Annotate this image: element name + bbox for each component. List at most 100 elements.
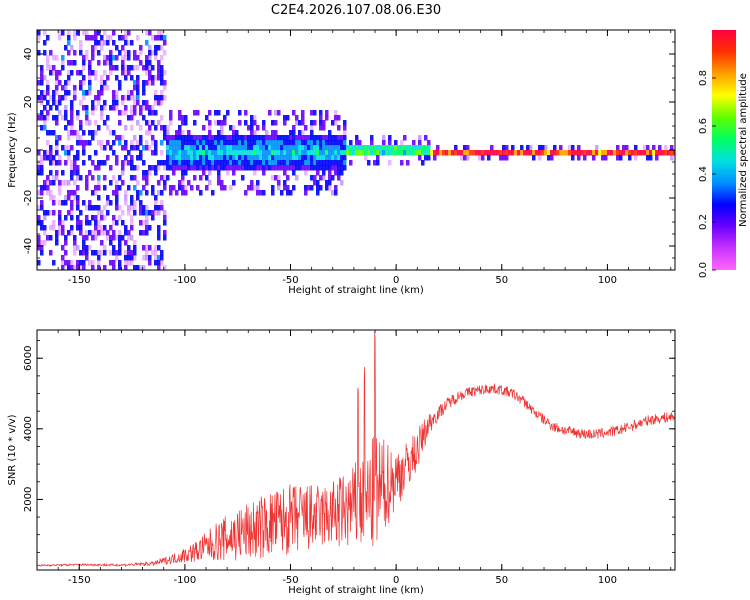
spectrogram-cell bbox=[103, 60, 107, 66]
spectrogram-cell bbox=[328, 155, 332, 161]
spectrogram-cell bbox=[136, 80, 140, 86]
spectrogram-cell bbox=[229, 185, 233, 191]
spectrogram-cell bbox=[235, 135, 239, 141]
spectrogram-cell bbox=[64, 195, 68, 201]
spectrogram-cell bbox=[160, 55, 164, 61]
spectrogram-cell bbox=[40, 190, 44, 196]
spectrogram-cell bbox=[157, 165, 161, 171]
spectrogram-cell bbox=[55, 75, 59, 81]
spectrogram-cell bbox=[298, 155, 302, 161]
spectrogram-cell bbox=[388, 135, 392, 141]
spectrogram-cell bbox=[259, 140, 263, 146]
spectrogram-cell bbox=[145, 105, 149, 111]
spectrogram-cell bbox=[379, 150, 383, 156]
snr-y-label: SNR (10 * v/v) bbox=[7, 414, 18, 485]
spectrogram-cell bbox=[67, 120, 71, 126]
spectrogram-cell bbox=[157, 35, 161, 41]
spectrogram-cell bbox=[313, 145, 317, 151]
spectrogram-cell bbox=[88, 60, 92, 66]
spectrogram-cell bbox=[382, 145, 386, 151]
spectrogram-cell bbox=[109, 70, 113, 76]
spectrogram-cell bbox=[274, 155, 278, 161]
spectrogram-cell bbox=[112, 140, 116, 146]
spectrogram-cell bbox=[112, 30, 116, 36]
spectrogram-cell bbox=[262, 190, 266, 196]
spectrogram-cell bbox=[172, 185, 176, 191]
spectrogram-cell bbox=[313, 150, 317, 156]
spectrogram-cell bbox=[289, 190, 293, 196]
spectrogram-cell bbox=[313, 135, 317, 141]
spectrogram-cell bbox=[157, 120, 161, 126]
spectrogram-cell bbox=[154, 250, 158, 256]
spectrogram-cell bbox=[115, 100, 119, 106]
spectrogram-cell bbox=[340, 145, 344, 151]
spectrogram-cell bbox=[163, 80, 167, 86]
spectrogram-cell bbox=[628, 155, 632, 161]
spectrogram-cell bbox=[421, 145, 425, 151]
spectrogram-cell bbox=[334, 115, 338, 121]
spectrogram-cell bbox=[670, 150, 674, 156]
spectrogram-cell bbox=[304, 155, 308, 161]
spectrogram-cell bbox=[133, 240, 137, 246]
spectrogram-cell bbox=[463, 155, 467, 161]
spectrogram-cell bbox=[418, 135, 422, 141]
spectrogram-cell bbox=[340, 160, 344, 166]
spectrogram-cell bbox=[109, 200, 113, 206]
spectrogram-cell bbox=[163, 35, 167, 41]
spectrogram-cell bbox=[418, 150, 422, 156]
spectrogram-cell bbox=[82, 95, 86, 101]
spectrogram-cell bbox=[133, 205, 137, 211]
spectrogram-cell bbox=[550, 150, 554, 156]
snr-x-tick-label: 100 bbox=[598, 575, 617, 586]
spectrogram-cell bbox=[184, 160, 188, 166]
spectrogram-cell bbox=[418, 145, 422, 151]
spectrogram-cell bbox=[208, 135, 212, 141]
spectrogram-cell bbox=[73, 160, 77, 166]
spectrogram-cell bbox=[328, 180, 332, 186]
spectrogram-y-tick-label: 40 bbox=[23, 48, 34, 61]
spectrogram-cell bbox=[43, 125, 47, 131]
spectrogram-cell bbox=[121, 165, 125, 171]
spectrogram-cell bbox=[208, 160, 212, 166]
spectrogram-cell bbox=[169, 145, 173, 151]
spectrogram-cell bbox=[187, 135, 191, 141]
spectrogram-cell bbox=[316, 165, 320, 171]
spectrogram-cell bbox=[391, 145, 395, 151]
spectrogram-x-tick-label: 100 bbox=[598, 275, 617, 286]
spectrogram-cell bbox=[514, 150, 518, 156]
spectrogram-cell bbox=[190, 150, 194, 156]
spectrogram-cell bbox=[61, 170, 65, 176]
spectrogram-cell bbox=[667, 150, 671, 156]
spectrogram-cell bbox=[145, 210, 149, 216]
spectrogram-cell bbox=[133, 245, 137, 251]
spectrogram-cell bbox=[94, 215, 98, 221]
spectrogram-cell bbox=[502, 150, 506, 156]
spectrogram-cell bbox=[37, 115, 41, 121]
spectrogram-cell bbox=[142, 85, 146, 91]
spectrogram-cell bbox=[181, 170, 185, 176]
spectrogram-cell bbox=[262, 145, 266, 151]
spectrogram-cell bbox=[277, 180, 281, 186]
spectrogram-cell bbox=[325, 110, 329, 116]
spectrogram-cell bbox=[364, 145, 368, 151]
spectrogram-cell bbox=[229, 165, 233, 171]
spectrogram-cell bbox=[106, 230, 110, 236]
spectrogram-cell bbox=[88, 85, 92, 91]
spectrogram-cell bbox=[346, 150, 350, 156]
spectrogram-cell bbox=[301, 155, 305, 161]
spectrogram-cell bbox=[424, 150, 428, 156]
spectrogram-cell bbox=[274, 175, 278, 181]
spectrogram-cell bbox=[97, 90, 101, 96]
spectrogram-cell bbox=[64, 200, 68, 206]
spectrogram-cell bbox=[67, 70, 71, 76]
spectrogram-cell bbox=[310, 175, 314, 181]
spectrogram-cell bbox=[331, 190, 335, 196]
spectrogram-cell bbox=[202, 165, 206, 171]
spectrogram-cell bbox=[238, 155, 242, 161]
spectrogram-cell bbox=[181, 165, 185, 171]
spectrogram-cell bbox=[229, 125, 233, 131]
spectrogram-cell bbox=[52, 195, 56, 201]
spectrogram-cell bbox=[127, 160, 131, 166]
spectrogram-cell bbox=[142, 65, 146, 71]
spectrogram-cell bbox=[136, 65, 140, 71]
